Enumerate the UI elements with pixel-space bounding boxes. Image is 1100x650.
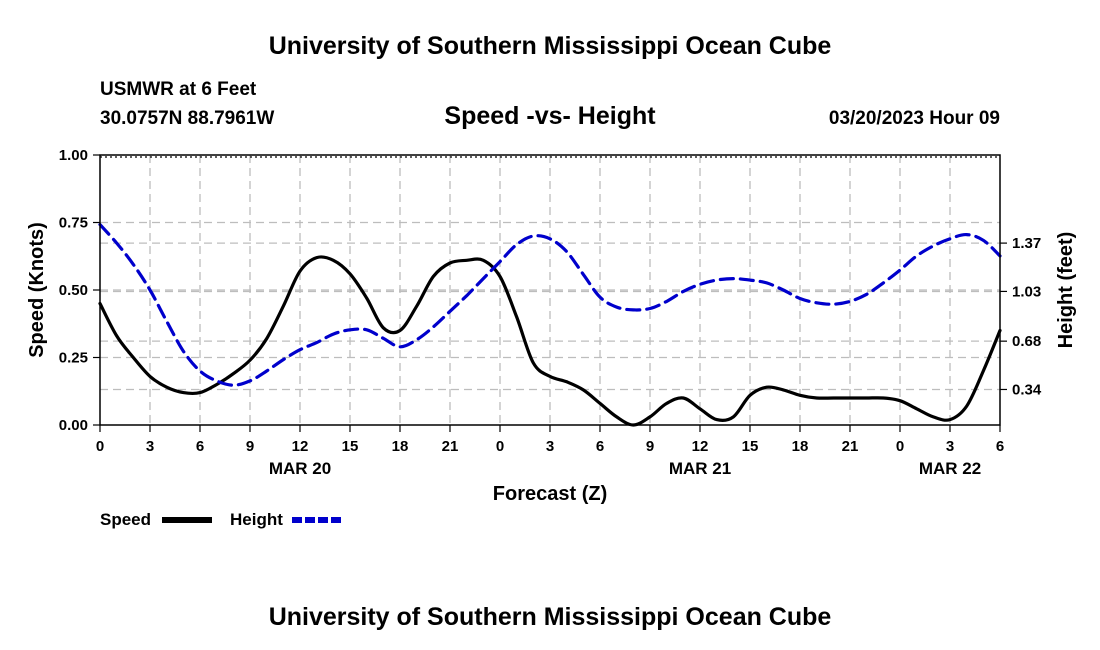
x-tick-label: 3 (946, 438, 954, 455)
x-tick-label: 9 (646, 438, 654, 455)
x-tick-label: 15 (342, 438, 359, 455)
x-tick-label: 0 (96, 438, 104, 455)
y2-tick-label: 0.34 (1012, 381, 1042, 398)
x-tick-label: 21 (442, 438, 459, 455)
date-label: MAR 20 (269, 459, 331, 478)
x-tick-label: 21 (842, 438, 859, 455)
run-time: 03/20/2023 Hour 09 (829, 108, 1000, 129)
x-tick-label: 6 (996, 438, 1004, 455)
y-tick-label: 0.75 (59, 215, 88, 232)
y-tick-label: 0.50 (59, 282, 88, 299)
x-tick-label: 0 (496, 438, 504, 455)
x-tick-label: 6 (196, 438, 204, 455)
y-tick-label: 1.00 (59, 147, 88, 164)
y-tick-label: 0.25 (59, 350, 88, 367)
y2-tick-label: 1.03 (1012, 283, 1041, 300)
y2-axis-label: Height (feet) (1055, 232, 1077, 349)
station-coords: 30.0757N 88.7961W (100, 108, 274, 129)
grid-lines (100, 155, 1000, 425)
series-lines (98, 223, 1002, 427)
legend: Speed Height (100, 510, 342, 529)
date-label: MAR 21 (669, 459, 731, 478)
y2-tick-label: 1.37 (1012, 235, 1041, 252)
y-axis-label: Speed (Knots) (26, 222, 48, 358)
series-line-speed (98, 255, 1002, 427)
plot-frame (99, 154, 1001, 426)
x-tick-label: 15 (742, 438, 759, 455)
tick-labels: 0 3 6 9 12 15 18 21 0 3 6 9 12 15 18 21 0 3 6 0.00 0.25 0.50 0… (59, 147, 1042, 478)
y2-tick-label: 0.68 (1012, 333, 1041, 350)
station-name: USMWR at 6 Feet (100, 79, 257, 100)
x-tick-label: 12 (692, 438, 709, 455)
footer-title: University of Southern Mississippi Ocean… (269, 603, 832, 631)
x-tick-label: 0 (896, 438, 904, 455)
x-tick-label: 3 (146, 438, 154, 455)
x-tick-label: 18 (392, 438, 409, 455)
chart-title: Speed -vs- Height (444, 102, 656, 130)
axis-ticks (93, 154, 1007, 432)
page-title: University of Southern Mississippi Ocean… (269, 32, 832, 60)
legend-height-label: Height (230, 510, 283, 529)
date-label: MAR 22 (919, 459, 981, 478)
series-line-height (98, 223, 1002, 387)
x-tick-label: 6 (596, 438, 604, 455)
x-tick-label: 12 (292, 438, 309, 455)
legend-speed-label: Speed (100, 510, 151, 529)
x-tick-label: 3 (546, 438, 554, 455)
y-tick-label: 0.00 (59, 417, 88, 434)
x-axis-label: Forecast (Z) (493, 483, 607, 505)
x-tick-label: 18 (792, 438, 809, 455)
x-tick-label: 9 (246, 438, 254, 455)
